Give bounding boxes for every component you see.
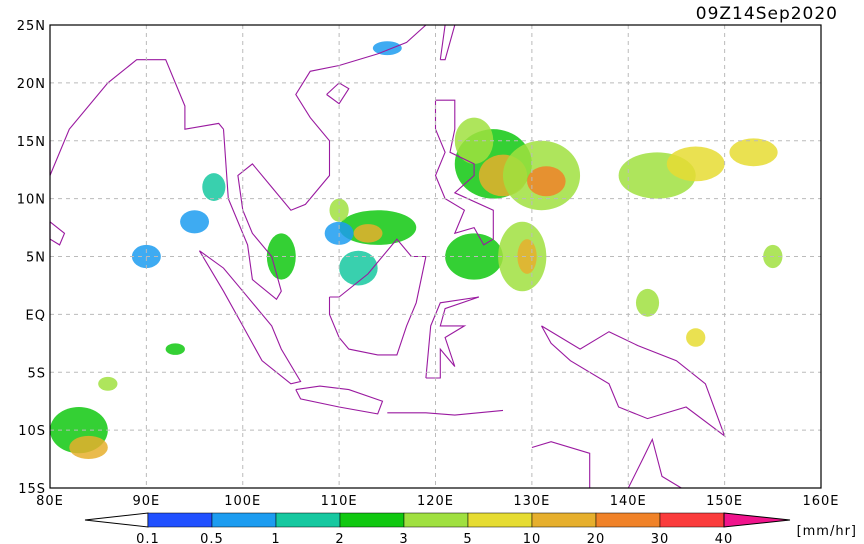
lon-label: 140E xyxy=(610,494,647,509)
lat-label: 15S xyxy=(18,482,46,497)
colorbar-label: 20 xyxy=(587,532,606,544)
lon-label: 80E xyxy=(36,494,64,509)
lon-label: 130E xyxy=(513,494,550,509)
map-frame xyxy=(49,24,822,489)
coastline xyxy=(434,99,494,246)
colorbar-high-end xyxy=(723,512,791,528)
rain-areas xyxy=(49,41,783,460)
coastline xyxy=(49,59,224,176)
rain-area xyxy=(202,173,226,201)
lat-label: 5S xyxy=(27,366,46,381)
colorbar-label: 3 xyxy=(399,532,408,544)
rain-area xyxy=(165,343,185,355)
lon-label: 110E xyxy=(321,494,358,509)
coastline xyxy=(541,325,726,438)
lon-label: 120E xyxy=(417,494,454,509)
lat-label: 5N xyxy=(26,251,46,266)
lat-label: 20N xyxy=(17,77,46,92)
colorbar-segment xyxy=(147,512,213,528)
coastline xyxy=(627,437,682,489)
colorbar-label: 10 xyxy=(523,532,542,544)
lon-label: 150E xyxy=(706,494,743,509)
lat-label: 25N xyxy=(17,19,46,34)
colorbar-label: 40 xyxy=(715,532,734,544)
colorbar-unit: [mm/hr] xyxy=(797,524,857,539)
rain-area xyxy=(686,328,706,347)
rain-area xyxy=(353,224,383,243)
colorbar-segment xyxy=(595,512,661,528)
colorbar-low-end xyxy=(84,512,149,528)
colorbar-segment xyxy=(531,512,597,528)
coastline xyxy=(531,441,591,488)
rain-area xyxy=(98,376,118,391)
coastline xyxy=(387,409,504,416)
colorbar-label: 0.1 xyxy=(136,532,160,544)
lon-label: 100E xyxy=(224,494,261,509)
lat-label: EQ xyxy=(26,308,46,323)
timestamp: 09Z14Sep2020 xyxy=(696,4,838,24)
coastline xyxy=(295,385,384,415)
lon-label: 90E xyxy=(132,494,160,509)
coastline xyxy=(49,221,66,246)
lon-label: 160E xyxy=(802,494,839,509)
rain-area xyxy=(372,41,402,56)
rain-area xyxy=(729,138,778,167)
lat-label: 10N xyxy=(17,193,46,208)
rain-area xyxy=(635,288,660,317)
coastline xyxy=(222,24,427,301)
colorbar-label: 30 xyxy=(651,532,670,544)
coastline xyxy=(439,24,456,61)
lat-label: 15N xyxy=(17,135,46,150)
coastline xyxy=(425,296,480,379)
colorbar-segment xyxy=(339,512,405,528)
colorbar-label: 5 xyxy=(463,532,472,544)
rain-area xyxy=(266,233,296,280)
colorbar-segment xyxy=(403,512,469,528)
colorbar-segment xyxy=(467,512,533,528)
colorbar: 0.1 0.5 1 2 3 5 10 20 30 40 [mm/hr] xyxy=(84,512,857,544)
coastline xyxy=(326,82,350,105)
rain-area xyxy=(339,250,378,286)
colorbar-segment xyxy=(659,512,725,528)
rain-area xyxy=(180,210,210,234)
colorbar-segment xyxy=(275,512,341,528)
rain-area xyxy=(69,435,108,460)
rain-area xyxy=(666,146,725,182)
colorbar-label: 2 xyxy=(335,532,344,544)
colorbar-label: 1 xyxy=(271,532,280,544)
lat-label: 10S xyxy=(18,424,46,439)
grid xyxy=(50,25,821,488)
colorbar-label: 0.5 xyxy=(200,532,224,544)
rain-area xyxy=(527,166,566,197)
colorbar-segment xyxy=(211,512,277,528)
